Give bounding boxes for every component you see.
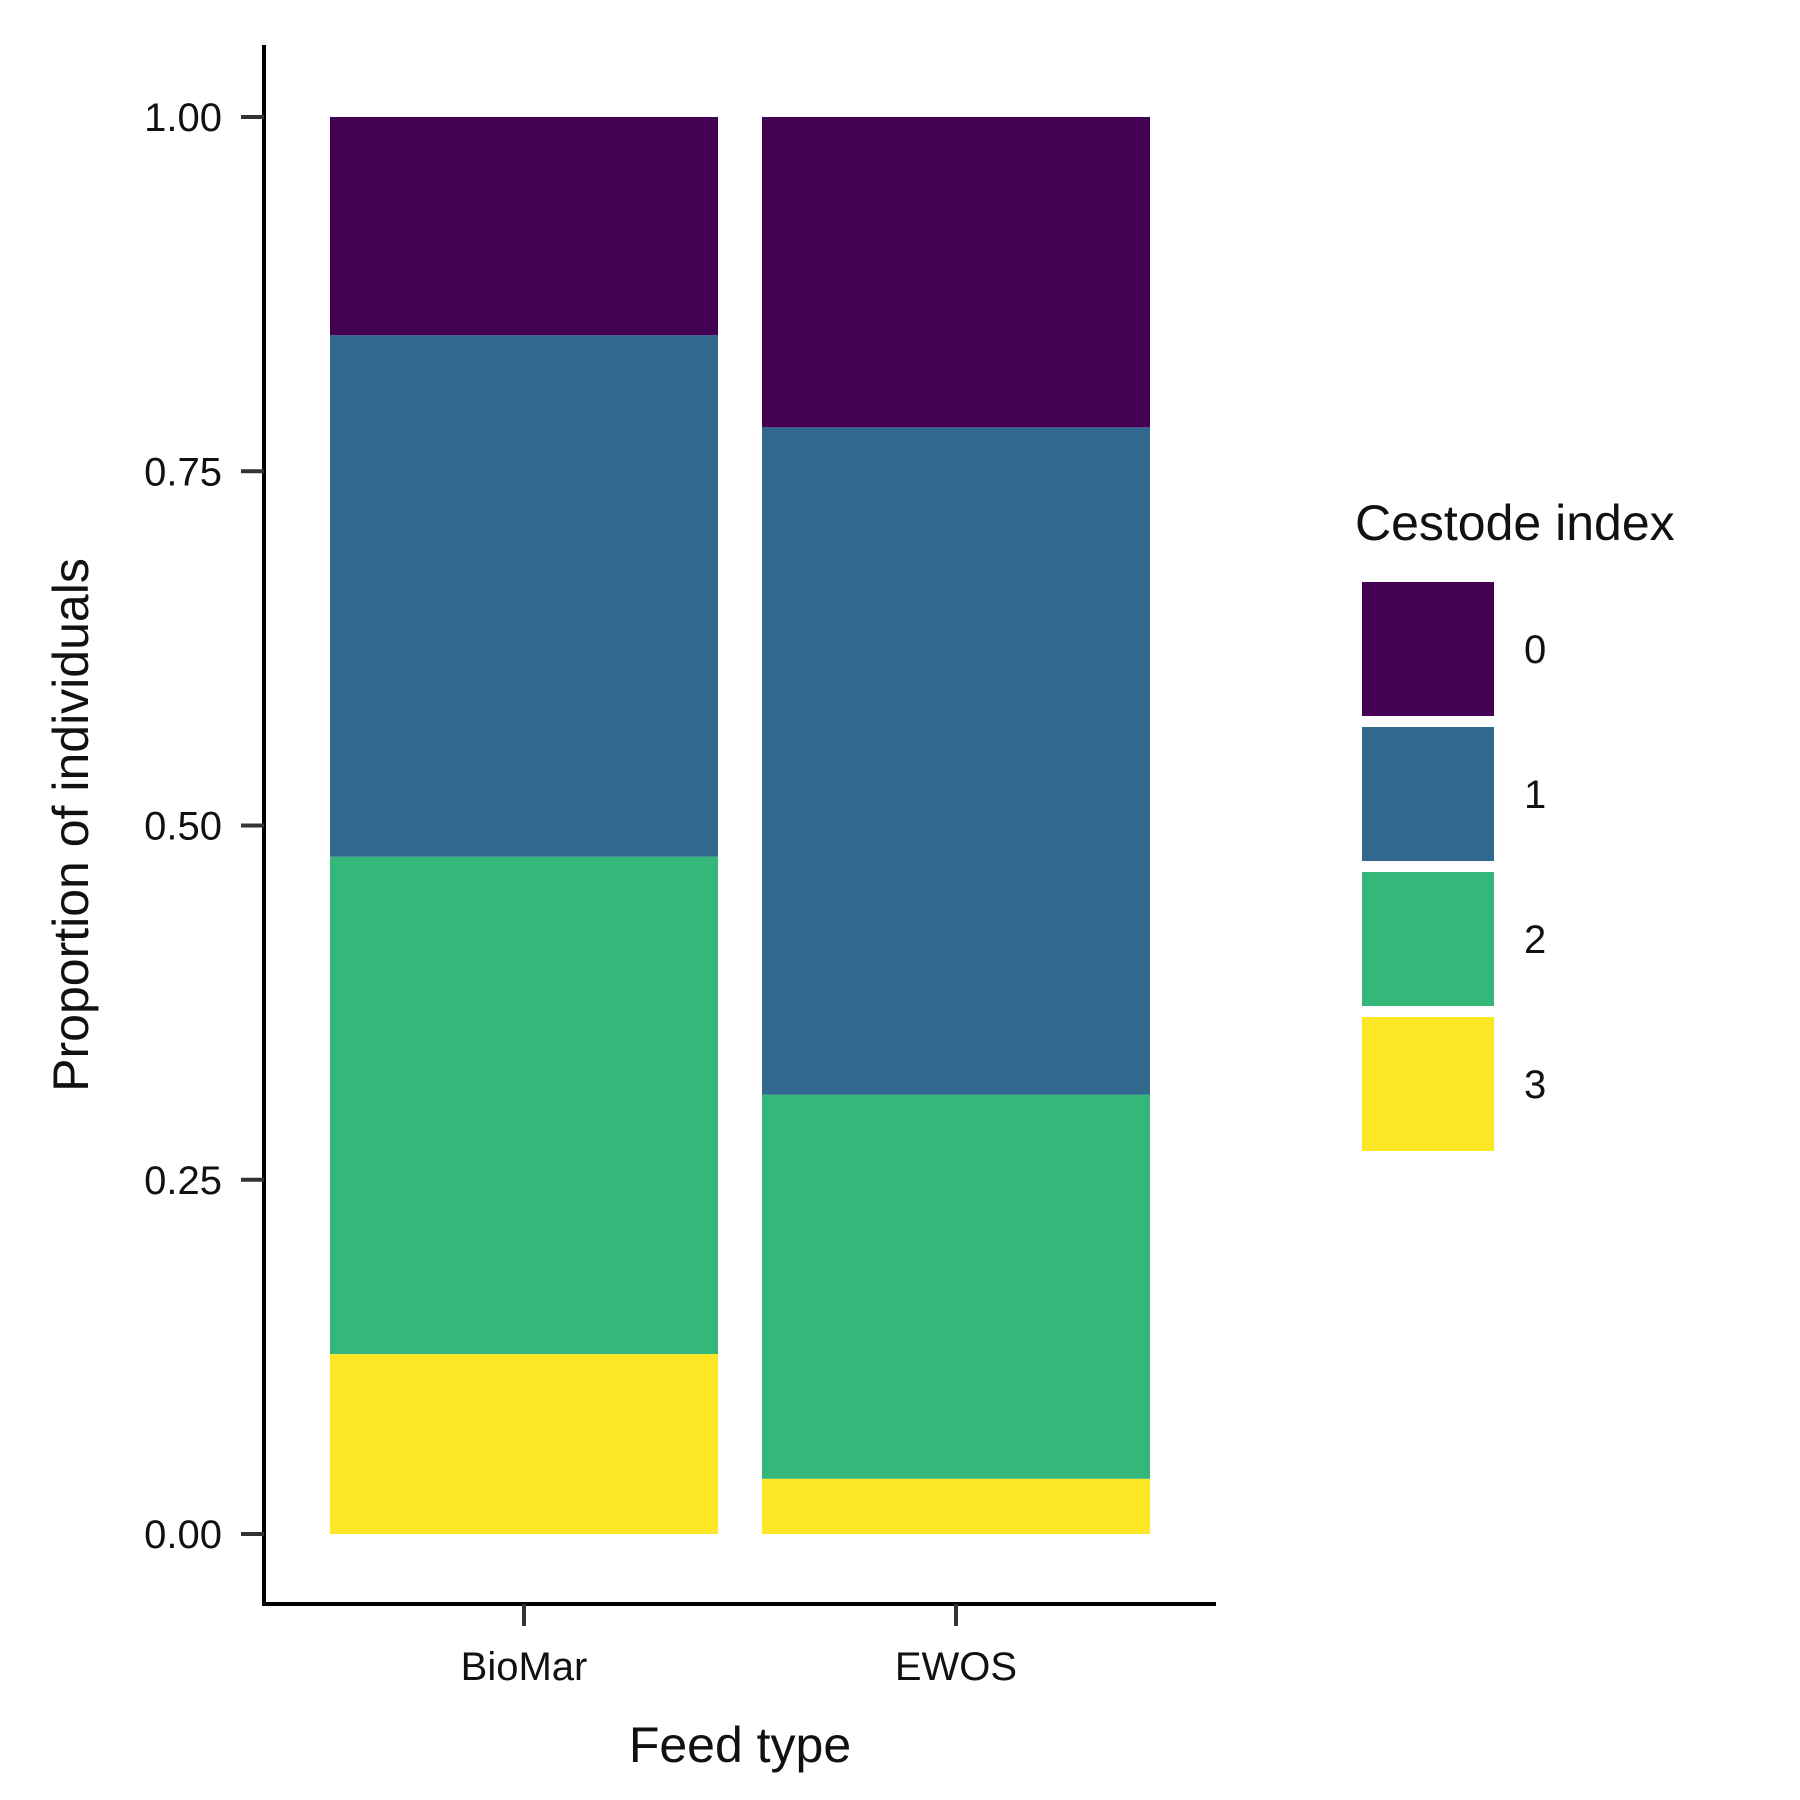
bars-group: [330, 117, 1150, 1534]
legend-swatch-1: [1362, 727, 1494, 861]
y-tick-label: 1.00: [144, 96, 222, 140]
legend-swatch-2: [1362, 872, 1494, 1006]
bar-segment-biomar-index-3: [330, 1354, 718, 1534]
y-tick-label: 0.50: [144, 805, 222, 849]
y-tick-label: 0.25: [144, 1159, 222, 1203]
bar-segment-ewos-index-0: [762, 117, 1150, 428]
bar-segment-ewos-index-1: [762, 427, 1150, 1095]
y-ticks-group: 0.00 0.25 0.50 0.75 1.00: [144, 96, 264, 1557]
bar-segment-ewos-index-2: [762, 1094, 1150, 1479]
bar-segment-ewos-index-3: [762, 1478, 1150, 1534]
legend-label-0: 0: [1524, 628, 1546, 672]
bar-segment-biomar-index-1: [330, 335, 718, 857]
bar-segment-biomar-index-2: [330, 856, 718, 1355]
x-tick-label: EWOS: [895, 1645, 1017, 1689]
legend-swatch-3: [1362, 1017, 1494, 1151]
legend-swatch-0: [1362, 582, 1494, 716]
x-ticks-group: BioMar EWOS: [461, 1604, 1017, 1689]
legend-title: Cestode index: [1355, 495, 1675, 551]
y-tick-label: 0.75: [144, 450, 222, 494]
y-tick-label: 0.00: [144, 1513, 222, 1557]
legend-label-2: 2: [1524, 918, 1546, 962]
legend-label-3: 3: [1524, 1063, 1546, 1107]
bar-segment-biomar-index-0: [330, 117, 718, 336]
y-axis-title: Proportion of individuals: [43, 558, 99, 1092]
x-axis-title: Feed type: [629, 1717, 851, 1773]
legend-label-1: 1: [1524, 773, 1546, 817]
x-tick-label: BioMar: [461, 1645, 588, 1689]
legend: Cestode index 0 1 2 3: [1355, 495, 1675, 1151]
